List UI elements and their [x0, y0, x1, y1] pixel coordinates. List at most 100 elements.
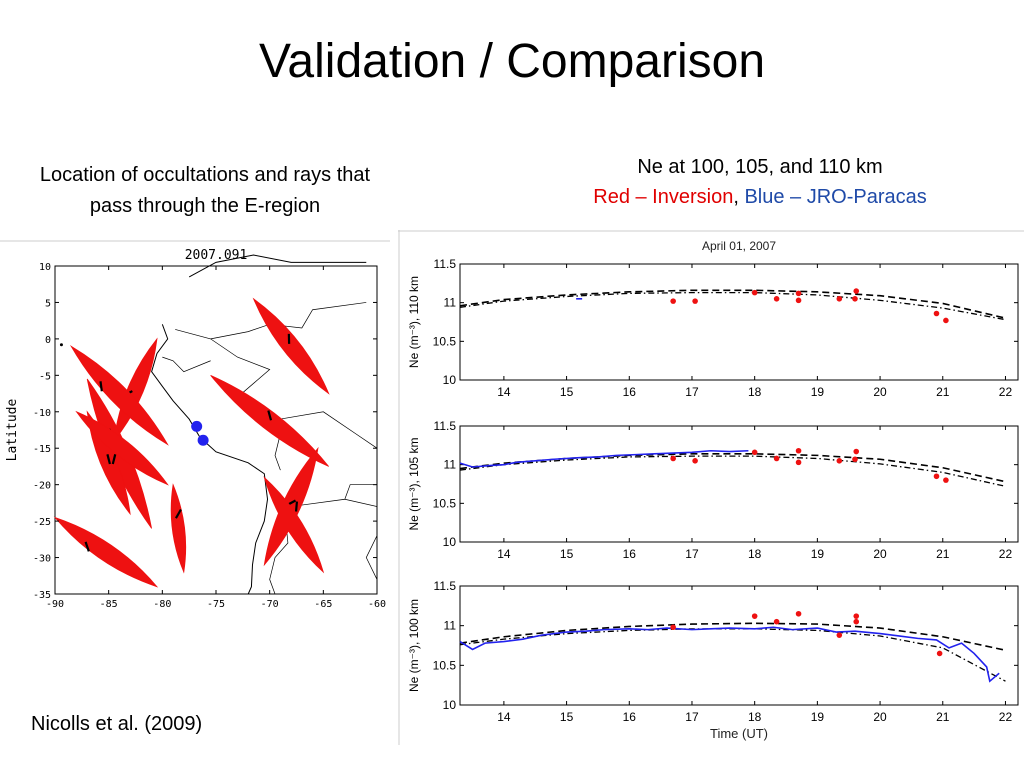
right-caption: Ne at 100, 105, and 110 km Red – Inversi…	[560, 152, 960, 212]
ts-x-tick-label: 17	[685, 385, 699, 399]
ray-path	[252, 297, 330, 395]
inversion-point	[853, 618, 860, 625]
model-dashed-line	[459, 453, 1006, 483]
left-caption: Location of occultations and rays that p…	[39, 164, 371, 217]
ts-x-tick-label: 20	[873, 710, 887, 724]
ts-y-tick-label: 10	[443, 698, 457, 712]
map-x-tick-label: -60	[368, 599, 386, 610]
ts-y-tick-label: 10.5	[433, 334, 457, 348]
ts-x-tick-label: 14	[497, 710, 511, 724]
right-caption-line2: Red – Inversion, Blue – JRO-Paracas	[560, 182, 960, 212]
inversion-point	[795, 297, 802, 304]
ray-path	[69, 345, 169, 446]
inversion-point	[692, 298, 698, 304]
map-y-tick-label: -35	[33, 590, 51, 601]
station-marker	[197, 434, 209, 446]
map-x-tick-label: -65	[314, 599, 332, 610]
ts-y-tick-label: 11.5	[434, 257, 457, 271]
ray-path	[263, 476, 325, 574]
ts-y-tick-label: 10	[443, 373, 457, 387]
right-caption-line1: Ne at 100, 105, and 110 km	[637, 156, 883, 178]
ts-ylabel: Ne (m⁻³), 110 km	[407, 276, 421, 368]
map-y-tick-label: -10	[33, 408, 51, 419]
ts-y-tick-label: 11	[444, 619, 457, 633]
ts-x-tick-label: 14	[497, 547, 511, 561]
panel-frame	[459, 585, 1019, 706]
map-x-tick-label: -90	[46, 599, 64, 610]
map-ylabel: Latitude	[5, 399, 20, 462]
panel-frame	[459, 263, 1019, 381]
ray-path	[75, 410, 169, 486]
map-title: 2007.091	[185, 248, 248, 263]
inversion-point	[795, 610, 802, 617]
ts-x-tick-label: 20	[873, 385, 887, 399]
island-marker	[59, 343, 63, 347]
ts-x-tick-label: 22	[999, 547, 1013, 561]
inversion-point	[773, 455, 780, 462]
inversion-point	[943, 477, 949, 483]
ts-x-tick-label: 18	[748, 710, 762, 724]
citation: Nicolls et al. (2009)	[31, 713, 203, 735]
map-x-tick-label: -75	[207, 599, 225, 610]
model-dashed-line	[459, 622, 1006, 652]
ts-y-tick-label: 10.5	[433, 658, 457, 672]
coastline	[151, 324, 269, 595]
map-y-tick-label: 5	[45, 298, 51, 309]
map-y-tick-label: -15	[33, 444, 51, 455]
model-dashed-line	[459, 289, 1006, 319]
panel-frame	[459, 425, 1019, 543]
legend-red-text: Red – Inversion	[593, 186, 734, 208]
inversion-point	[751, 613, 758, 619]
inversion-point	[943, 317, 949, 324]
inversion-point	[853, 448, 860, 455]
inversion-point	[795, 290, 802, 297]
inversion-point	[670, 455, 676, 462]
inversion-point	[773, 296, 780, 302]
inversion-point	[933, 310, 940, 317]
ts-x-tick-label: 18	[748, 547, 762, 561]
inversion-point	[795, 459, 802, 466]
timeseries-xlabel: Time (UT)	[710, 726, 768, 741]
tangent-point-marker	[106, 454, 111, 465]
tangent-point-marker	[84, 541, 90, 552]
tangent-point-marker	[111, 454, 117, 465]
ts-x-tick-label: 21	[936, 547, 950, 561]
ts-ylabel: Ne (m⁻³), 100 km	[407, 599, 421, 692]
ts-y-tick-label: 10.5	[433, 496, 457, 510]
ts-y-tick-label: 11.5	[434, 579, 457, 593]
ts-x-tick-label: 22	[999, 385, 1013, 399]
jro-series-line	[459, 449, 749, 468]
ts-y-tick-label: 11	[444, 458, 457, 472]
map-y-tick-label: -30	[33, 554, 51, 565]
inversion-point	[751, 289, 758, 296]
ts-x-tick-label: 21	[936, 710, 950, 724]
ts-x-tick-label: 19	[811, 547, 825, 561]
ts-x-tick-label: 15	[560, 547, 574, 561]
ts-x-tick-label: 16	[623, 547, 637, 561]
ts-y-tick-label: 10	[443, 535, 457, 549]
ne-timeseries-figure: April 01, 2007 Time (UT) 14 15 16 17 18 19 20 2…	[398, 230, 1024, 745]
timeseries-title: April 01, 2007	[702, 239, 776, 253]
northern-coast	[188, 254, 367, 278]
inversion-point	[933, 473, 940, 480]
ts-x-tick-label: 17	[685, 710, 699, 724]
tangent-point-marker	[174, 508, 182, 519]
tangent-point-marker	[99, 381, 103, 392]
inversion-point	[670, 298, 676, 304]
tangent-point-marker	[294, 501, 299, 512]
ts-y-tick-label: 11.5	[434, 419, 457, 433]
ts-x-tick-label: 14	[497, 385, 511, 399]
ts-ylabel: Ne (m⁻³), 105 km	[407, 437, 421, 530]
map-x-tick-label: -85	[100, 599, 118, 610]
ts-x-tick-label: 15	[560, 710, 574, 724]
country-border	[280, 411, 378, 449]
ts-x-tick-label: 18	[748, 385, 762, 399]
inversion-point	[773, 618, 780, 625]
map-y-tick-label: -5	[39, 371, 51, 382]
inversion-point	[836, 296, 843, 302]
ts-x-tick-label: 22	[999, 710, 1013, 724]
slide-title: Validation / Comparison	[258, 35, 766, 88]
inversion-point	[836, 632, 843, 638]
tangent-point-marker	[267, 410, 273, 421]
legend-separator: ,	[733, 186, 745, 208]
